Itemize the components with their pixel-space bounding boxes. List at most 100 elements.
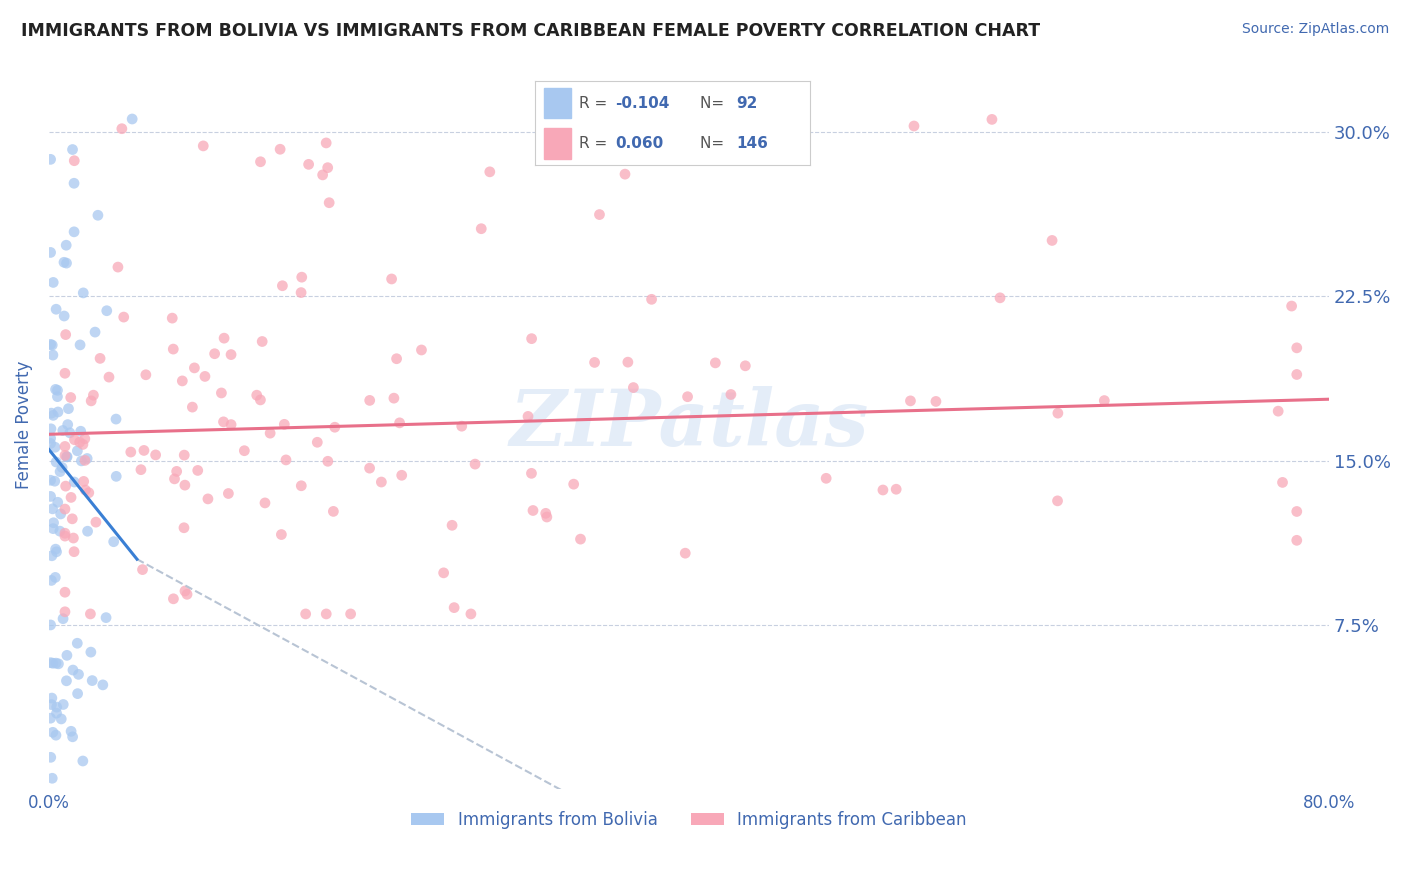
- Text: ZIPatlas: ZIPatlas: [509, 386, 869, 463]
- Point: [1285, 504, 1308, 518]
- Point: [194, 369, 217, 384]
- Point: [55, 327, 77, 342]
- Point: [45, 700, 67, 714]
- Point: [291, 270, 314, 285]
- Point: [1046, 493, 1069, 508]
- Point: [63, 475, 86, 489]
- Point: [42, 348, 65, 362]
- Point: [45, 706, 67, 720]
- Point: [219, 417, 242, 432]
- Point: [87, 208, 110, 222]
- Point: [42, 409, 65, 423]
- Point: [39, 490, 62, 504]
- Point: [131, 563, 153, 577]
- Point: [569, 532, 592, 546]
- Point: [63, 544, 86, 558]
- Point: [903, 119, 925, 133]
- Point: [48, 657, 70, 671]
- Point: [219, 348, 242, 362]
- Point: [39, 473, 62, 487]
- Point: [96, 303, 118, 318]
- Point: [41, 338, 63, 352]
- Point: [187, 463, 209, 477]
- Point: [621, 380, 644, 394]
- Point: [52, 698, 75, 712]
- Point: [41, 691, 63, 706]
- Point: [45, 728, 67, 742]
- Point: [72, 754, 94, 768]
- Point: [815, 471, 838, 485]
- Point: [520, 467, 543, 481]
- Point: [70, 454, 93, 468]
- Point: [53, 255, 76, 269]
- Point: [460, 607, 482, 621]
- Point: [51, 712, 73, 726]
- Point: [163, 472, 186, 486]
- Point: [60, 491, 83, 505]
- Point: [45, 656, 67, 670]
- Point: [129, 463, 152, 477]
- Point: [42, 276, 65, 290]
- Point: [318, 195, 340, 210]
- Point: [588, 208, 610, 222]
- Point: [44, 474, 66, 488]
- Point: [381, 272, 404, 286]
- Point: [53, 439, 76, 453]
- Point: [62, 663, 84, 677]
- Point: [522, 503, 544, 517]
- Point: [53, 502, 76, 516]
- Point: [46, 495, 69, 509]
- Text: IMMIGRANTS FROM BOLIVIA VS IMMIGRANTS FROM CARIBBEAN FEMALE POVERTY CORRELATION : IMMIGRANTS FROM BOLIVIA VS IMMIGRANTS FR…: [21, 22, 1040, 40]
- Point: [41, 771, 63, 785]
- Point: [166, 464, 188, 478]
- Point: [517, 409, 540, 424]
- Legend: Immigrants from Bolivia, Immigrants from Caribbean: Immigrants from Bolivia, Immigrants from…: [404, 805, 973, 836]
- Point: [120, 445, 142, 459]
- Point: [53, 529, 76, 543]
- Point: [311, 168, 333, 182]
- Point: [1285, 341, 1308, 355]
- Point: [173, 448, 195, 462]
- Point: [56, 450, 79, 464]
- Point: [385, 351, 408, 366]
- Point: [925, 394, 948, 409]
- Point: [55, 256, 77, 270]
- Point: [253, 496, 276, 510]
- Point: [41, 549, 63, 563]
- Point: [39, 422, 62, 436]
- Point: [52, 612, 75, 626]
- Point: [981, 112, 1004, 127]
- Point: [107, 260, 129, 274]
- Point: [56, 648, 79, 663]
- Point: [94, 610, 117, 624]
- Point: [45, 383, 67, 397]
- Point: [1271, 475, 1294, 490]
- Point: [67, 667, 90, 681]
- Point: [1281, 299, 1303, 313]
- Point: [900, 393, 922, 408]
- Point: [59, 425, 82, 440]
- Point: [339, 607, 361, 621]
- Point: [69, 338, 91, 352]
- Point: [53, 526, 76, 541]
- Point: [79, 607, 101, 621]
- Point: [197, 491, 219, 506]
- Point: [111, 121, 134, 136]
- Point: [60, 724, 83, 739]
- Point: [145, 448, 167, 462]
- Point: [44, 440, 66, 454]
- Point: [271, 278, 294, 293]
- Point: [162, 311, 184, 326]
- Point: [39, 711, 62, 725]
- Point: [53, 366, 76, 380]
- Point: [217, 486, 239, 500]
- Point: [39, 245, 62, 260]
- Point: [53, 605, 76, 619]
- Point: [370, 475, 392, 489]
- Point: [173, 521, 195, 535]
- Point: [174, 478, 197, 492]
- Point: [1046, 406, 1069, 420]
- Point: [259, 426, 281, 441]
- Point: [55, 238, 77, 252]
- Point: [63, 225, 86, 239]
